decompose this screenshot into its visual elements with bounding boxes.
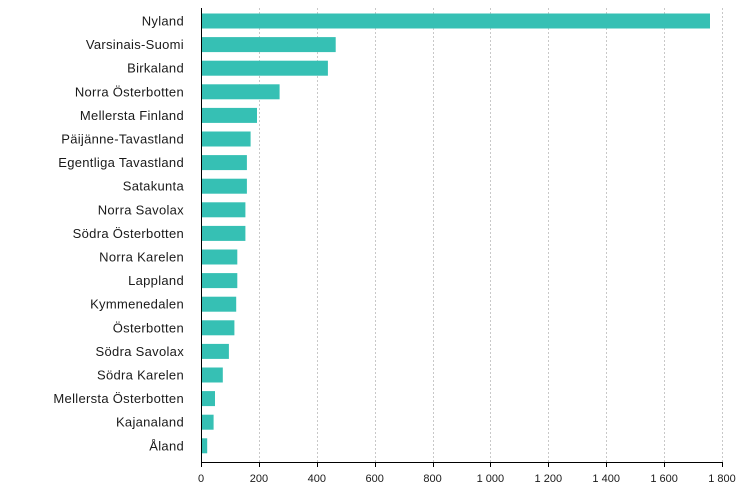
category-label-18: Åland <box>149 438 184 453</box>
x-tick-label-1000: 1 000 <box>477 473 505 485</box>
x-tick-label-400: 400 <box>308 473 326 485</box>
bar-3 <box>202 84 280 100</box>
bar-8 <box>202 202 246 218</box>
category-label-1: Varsinais-Suomi <box>86 37 184 52</box>
bar-7 <box>202 178 247 194</box>
category-label-15: Södra Karelen <box>97 368 184 383</box>
bar-1 <box>202 37 336 53</box>
category-label-4: Mellersta Finland <box>80 108 184 123</box>
category-label-10: Norra Karelen <box>99 250 184 265</box>
category-label-3: Norra Österbotten <box>75 84 184 99</box>
bar-4 <box>202 107 257 123</box>
category-label-16: Mellersta Österbotten <box>53 391 184 406</box>
x-tick-label-0: 0 <box>198 473 204 485</box>
bar-10 <box>202 249 238 265</box>
bar-11 <box>202 273 238 289</box>
x-tick-label-1200: 1 200 <box>535 473 563 485</box>
bar-18 <box>202 438 208 454</box>
x-tick-label-800: 800 <box>423 473 441 485</box>
category-labels: Nyland Varsinais-Suomi Birkaland Norra Öste… <box>53 14 184 454</box>
bar-6 <box>202 155 247 171</box>
category-label-17: Kajanaland <box>116 415 184 430</box>
bar-0 <box>202 13 710 29</box>
x-tick-label-1800: 1 800 <box>708 473 736 485</box>
bars <box>202 13 710 454</box>
bar-2 <box>202 60 328 76</box>
bar-13 <box>202 320 235 336</box>
category-label-8: Norra Savolax <box>98 202 184 217</box>
bar-9 <box>202 225 246 241</box>
x-tick-label-600: 600 <box>366 473 384 485</box>
category-label-14: Södra Savolax <box>96 344 185 359</box>
category-label-12: Kymmenedalen <box>90 297 184 312</box>
x-tick-label-1400: 1 400 <box>592 473 620 485</box>
bar-15 <box>202 367 223 383</box>
x-tick-label-1600: 1 600 <box>650 473 678 485</box>
category-label-7: Satakunta <box>123 179 185 194</box>
bar-14 <box>202 343 229 359</box>
x-tick-label-200: 200 <box>250 473 268 485</box>
tick-labels: 0 200 400 600 800 1 000 1 200 1 400 1 600 1 800 <box>198 473 736 485</box>
category-label-11: Lappland <box>128 273 184 288</box>
category-label-2: Birkaland <box>127 61 184 76</box>
bar-17 <box>202 414 214 430</box>
grid-lines <box>259 8 723 462</box>
category-label-13: Österbotten <box>113 320 184 335</box>
axes <box>201 8 723 467</box>
category-label-9: Södra Österbotten <box>73 226 184 241</box>
category-label-6: Egentliga Tavastland <box>58 155 184 170</box>
category-label-0: Nyland <box>142 14 184 29</box>
category-label-5: Päijänne-Tavastland <box>61 132 184 147</box>
bar-16 <box>202 391 215 407</box>
bar-5 <box>202 131 251 147</box>
bar-12 <box>202 296 237 312</box>
